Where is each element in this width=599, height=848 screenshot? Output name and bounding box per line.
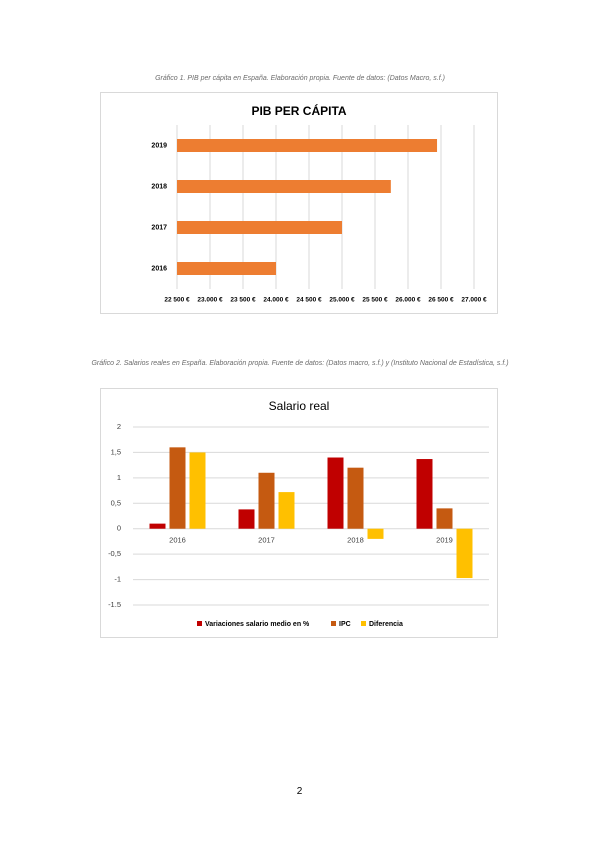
bar (278, 492, 295, 529)
legend-swatch (197, 621, 202, 626)
x-tick-label: 26.000 € (395, 297, 421, 304)
chart-title: PIB PER CÁPITA (251, 103, 346, 118)
y-tick-label: 2 (117, 422, 121, 431)
x-tick-label: 25.000 € (329, 297, 355, 304)
page-number: 2 (296, 786, 303, 797)
caption: Gráfico 1. PIB per cápita en España. Ela… (155, 75, 445, 82)
bar (327, 457, 344, 529)
x-tick-label: 24 500 € (296, 297, 322, 304)
y-tick-label: 2017 (151, 224, 167, 231)
bar (177, 139, 438, 152)
y-tick-label: -1 (114, 575, 121, 584)
y-tick-label: 2019 (151, 142, 167, 149)
x-tick-label: 23 500 € (230, 297, 256, 304)
bar (177, 180, 391, 193)
x-tick-label: 26 500 € (428, 297, 454, 304)
x-tick-label: 25 500 € (362, 297, 388, 304)
legend-swatch (361, 621, 366, 626)
bar (416, 459, 433, 529)
legend-label: Diferencia (369, 621, 403, 628)
bar (177, 221, 342, 234)
x-tick-label: 22 500 € (164, 297, 190, 304)
bar (177, 262, 276, 275)
x-tick-label: 24.000 € (263, 297, 289, 304)
y-tick-label: 0,5 (111, 498, 121, 507)
bar (149, 523, 166, 529)
bar (238, 509, 255, 529)
bar (189, 452, 206, 529)
bar (367, 528, 384, 539)
y-tick-label: 1,5 (111, 447, 121, 456)
chart: PIB PER CÁPITA 22 500 € 23.000 € 23 500 € 2… (100, 92, 498, 314)
x-tick-label: 2017 (258, 536, 275, 545)
bar (456, 528, 473, 579)
y-tick-label: 2018 (151, 183, 167, 190)
bar (169, 447, 186, 529)
bar (436, 508, 453, 529)
x-tick-label: 2016 (169, 536, 186, 545)
x-tick-label: 2019 (436, 536, 453, 545)
bar (347, 467, 364, 529)
bar (258, 472, 275, 529)
legend-label: IPC (339, 621, 351, 628)
x-tick-label: 2018 (347, 536, 364, 545)
y-tick-label: 1 (117, 473, 121, 482)
chart: Salario real -1.5 -1 -0,5 0 0,5 1 1,5 2 2016 2017… (100, 388, 498, 638)
x-tick-label: 23.000 € (197, 297, 223, 304)
caption: Gráfico 2. Salarios reales en España. El… (91, 360, 509, 367)
legend-swatch (331, 621, 336, 626)
legend-label: Variaciones salario medio en % (205, 621, 310, 628)
x-tick-label: 27.000 € (461, 297, 487, 304)
y-tick-label: -1.5 (108, 600, 121, 609)
y-tick-label: 2016 (151, 265, 167, 272)
chart-title: Salario real (269, 399, 330, 413)
y-tick-label: 0 (117, 524, 121, 533)
y-tick-label: -0,5 (108, 549, 121, 558)
